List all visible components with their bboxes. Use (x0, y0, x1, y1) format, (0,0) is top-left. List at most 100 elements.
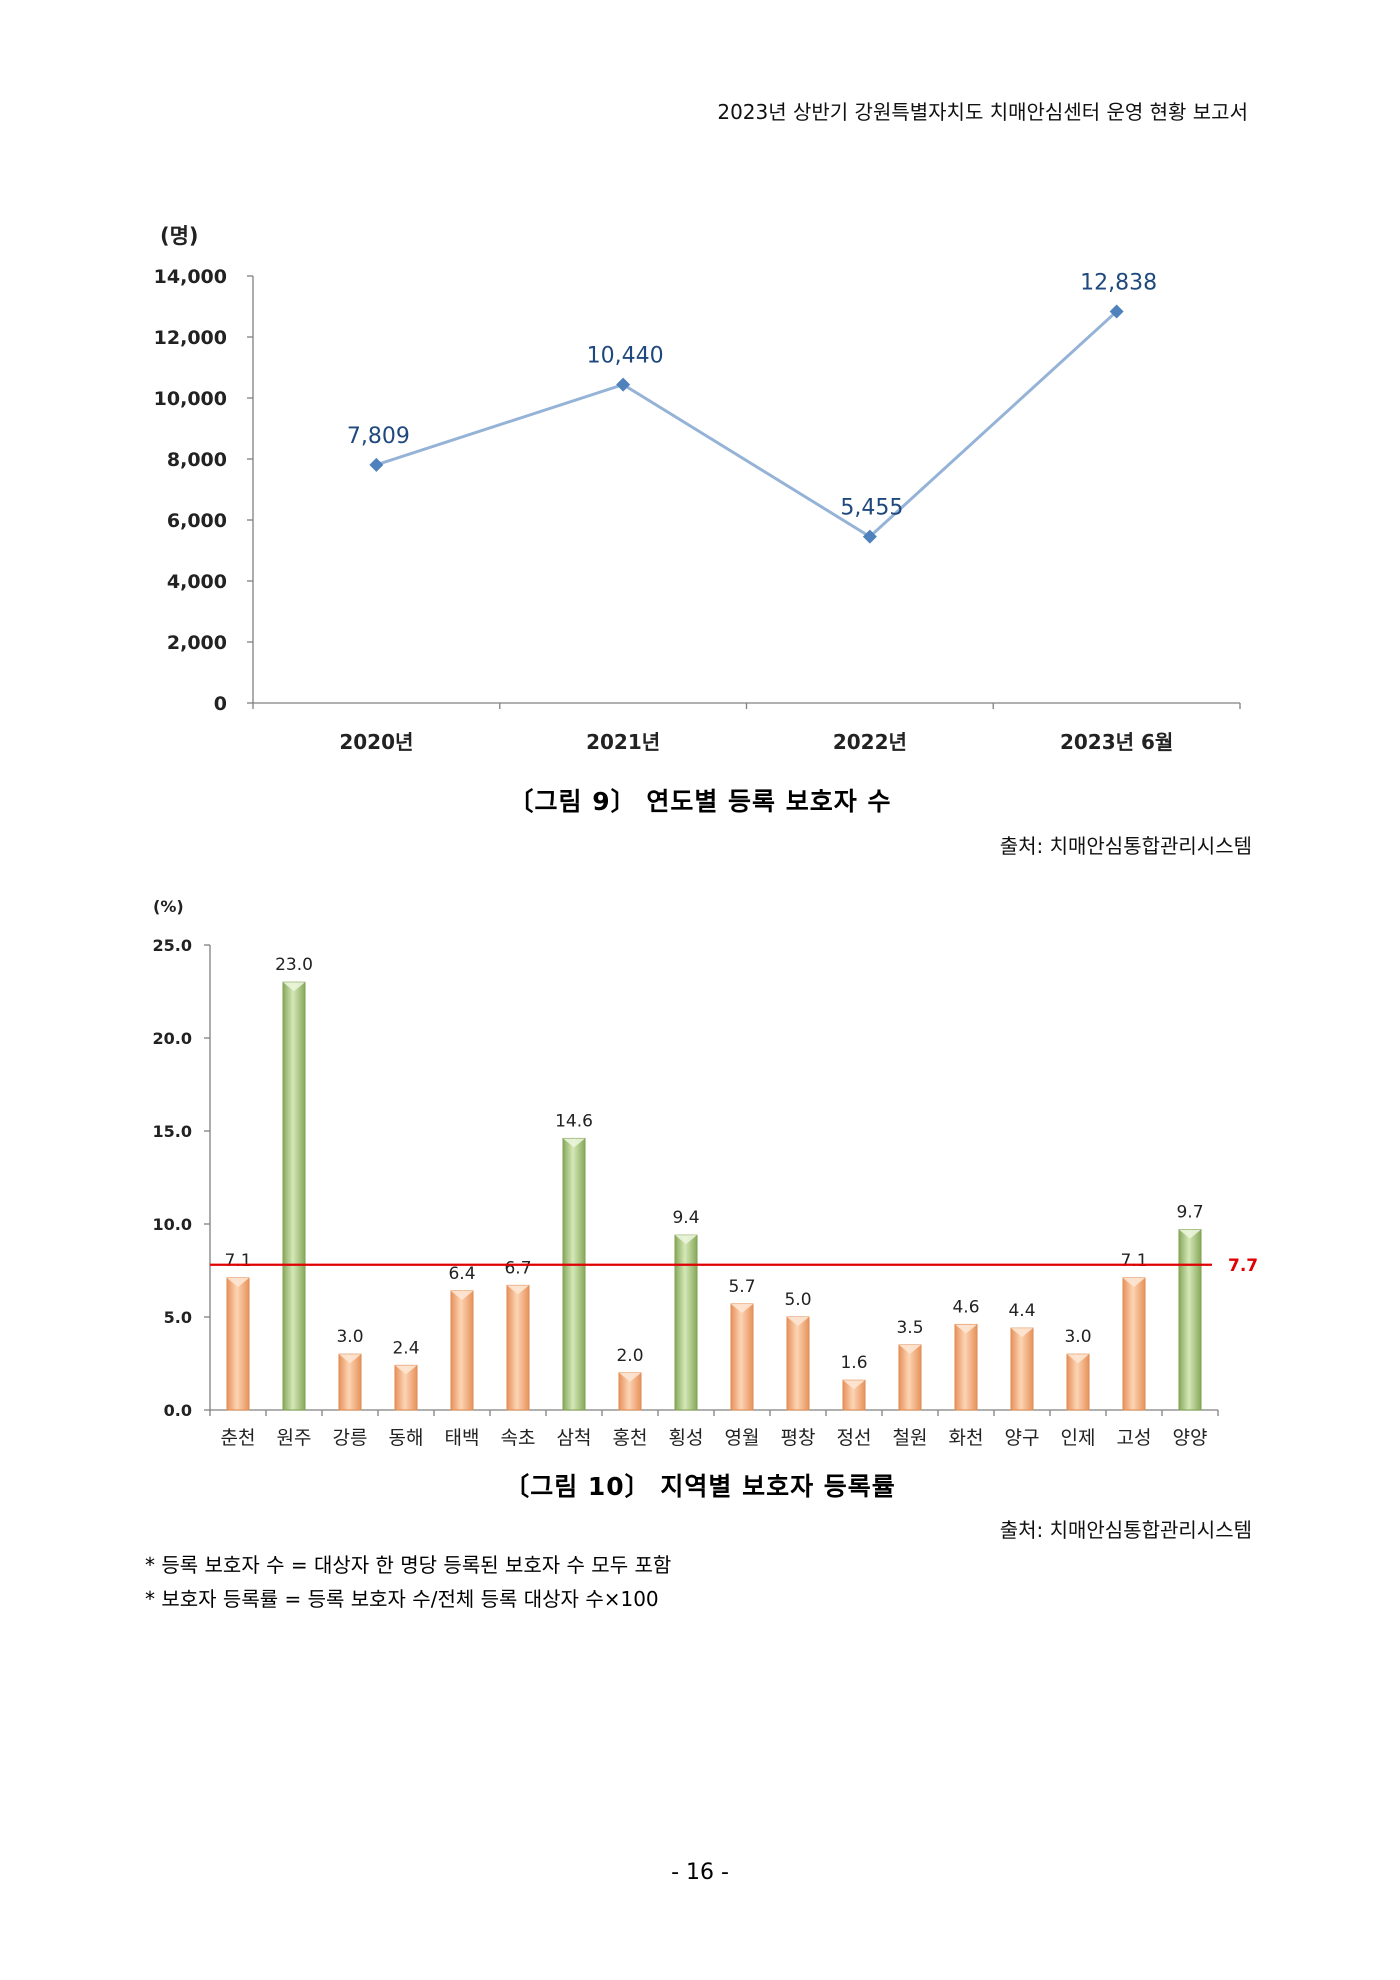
bar (282, 981, 306, 1411)
x-tick-label: 양양 (1173, 1427, 1208, 1449)
data-point-marker (862, 529, 877, 544)
data-label: 5.0 (784, 1290, 811, 1310)
y-tick-label: 12,000 (154, 327, 227, 349)
bar (954, 1323, 978, 1411)
x-tick-label: 2020년 (339, 730, 413, 754)
y-tick-label: 2,000 (167, 632, 227, 654)
data-label: 9.4 (672, 1208, 699, 1228)
x-tick-label: 화천 (949, 1427, 984, 1449)
average-reference-label: 7.7 (1228, 1256, 1258, 1276)
data-label: 4.4 (1008, 1301, 1035, 1321)
bar-cap (1123, 1277, 1145, 1287)
x-tick-label: 철원 (893, 1427, 928, 1449)
x-tick-label: 2021년 (586, 730, 660, 754)
data-label: 10,440 (587, 344, 664, 369)
bar-cap (1011, 1328, 1033, 1338)
bar (338, 1353, 362, 1411)
y-tick-label: 0.0 (164, 1401, 192, 1420)
bar (1178, 1229, 1202, 1411)
data-label: 6.7 (504, 1258, 531, 1278)
data-label: 1.6 (840, 1353, 867, 1373)
data-label: 2.4 (392, 1338, 419, 1358)
y-tick-label: 20.0 (153, 1029, 192, 1048)
bar (562, 1137, 586, 1411)
data-label: 6.4 (448, 1264, 475, 1284)
x-tick-label: 원주 (277, 1427, 312, 1449)
x-tick-label: 고성 (1117, 1427, 1152, 1449)
footnotes: * 등록 보호자 수 = 대상자 한 명당 등록된 보호자 수 모두 포함 * … (145, 1548, 671, 1616)
footnote-registration-rate: * 보호자 등록률 = 등록 보호자 수/전체 등록 대상자 수×100 (145, 1587, 659, 1611)
data-label: 14.6 (555, 1111, 593, 1131)
figure-10-caption: 〔그림 10〕 지역별 보호자 등록률 (504, 1472, 896, 1501)
figure-9-source: 출처: 치매안심통합관리시스템 (999, 834, 1252, 858)
bar-cap (1179, 1229, 1201, 1239)
x-tick-label: 삼척 (557, 1427, 592, 1449)
bar-chart-regional-registration-rate: (%) 0.0 5.0 10.0 15.0 20.0 25.0 춘천 원주 강릉 동해 태백 속초 삼척… (153, 897, 1259, 1449)
bar-cap (843, 1380, 865, 1390)
series-line (375, 310, 1118, 539)
data-label: 2.0 (616, 1346, 643, 1366)
y-tick-label: 5.0 (164, 1308, 192, 1327)
y-axis-unit-label: (%) (153, 897, 184, 916)
data-label: 7.1 (224, 1251, 251, 1271)
x-tick-label: 태백 (445, 1427, 480, 1449)
bar (506, 1284, 530, 1411)
bar (674, 1234, 698, 1411)
data-label: 9.7 (1176, 1203, 1203, 1223)
data-label: 5.7 (728, 1277, 755, 1297)
line-chart-yearly-guardians: (명) 0 2,000 4,000 6,000 8,000 10,000 12,000 14,… (154, 224, 1241, 754)
x-tick-label: 강릉 (333, 1427, 368, 1449)
page-number: - 16 - (671, 1860, 729, 1885)
y-tick-label: 25.0 (153, 936, 192, 955)
x-tick-label: 평창 (781, 1427, 816, 1449)
data-label: 3.5 (896, 1318, 923, 1338)
bar (786, 1316, 810, 1411)
data-point-marker (369, 457, 384, 472)
x-tick-label: 2022년 (833, 730, 907, 754)
bar-cap (507, 1285, 529, 1295)
figure-10-source: 출처: 치매안심통합관리시스템 (999, 1518, 1252, 1542)
data-label: 3.0 (1064, 1327, 1091, 1347)
x-tick-label: 양구 (1005, 1427, 1040, 1449)
x-tick-label: 춘천 (221, 1427, 256, 1449)
footnote-guardian-count: * 등록 보호자 수 = 대상자 한 명당 등록된 보호자 수 모두 포함 (145, 1553, 672, 1577)
data-label: 4.6 (952, 1297, 979, 1317)
figure-9-caption: 〔그림 9〕 연도별 등록 보호자 수 (508, 787, 892, 816)
bar (730, 1303, 754, 1411)
bar (898, 1344, 922, 1411)
x-tick-label: 인제 (1061, 1427, 1096, 1449)
bar-cap (339, 1354, 361, 1364)
bar (1066, 1353, 1090, 1411)
bar-cap (955, 1324, 977, 1334)
bar-cap (451, 1290, 473, 1300)
y-tick-label: 4,000 (167, 571, 227, 593)
data-label: 7.1 (1120, 1251, 1147, 1271)
bar-cap (899, 1344, 921, 1354)
data-label: 12,838 (1080, 270, 1157, 295)
data-label: 7,809 (347, 424, 410, 449)
y-tick-label: 14,000 (154, 266, 227, 288)
x-tick-label: 횡성 (669, 1427, 704, 1449)
x-tick-label: 홍천 (613, 1427, 648, 1449)
y-tick-label: 10.0 (153, 1215, 192, 1234)
data-point-marker (1109, 304, 1124, 319)
bar-cap (731, 1303, 753, 1313)
data-label: 5,455 (840, 496, 903, 521)
bar-cap (675, 1235, 697, 1245)
data-point-marker (616, 377, 631, 392)
bar (226, 1277, 250, 1411)
x-tick-label: 속초 (501, 1427, 536, 1449)
bar-cap (227, 1277, 249, 1287)
data-label: 3.0 (336, 1327, 363, 1347)
bar-cap (563, 1138, 585, 1148)
bar-cap (1067, 1354, 1089, 1364)
x-tick-label: 영월 (725, 1427, 760, 1449)
bar-cap (619, 1372, 641, 1382)
bar (450, 1290, 474, 1411)
bar-cap (787, 1317, 809, 1326)
y-axis-unit-label: (명) (160, 224, 199, 248)
y-tick-label: 0 (214, 693, 227, 715)
bar-cap (395, 1365, 417, 1375)
data-label: 23.0 (275, 955, 313, 975)
bar-cap (283, 982, 305, 992)
